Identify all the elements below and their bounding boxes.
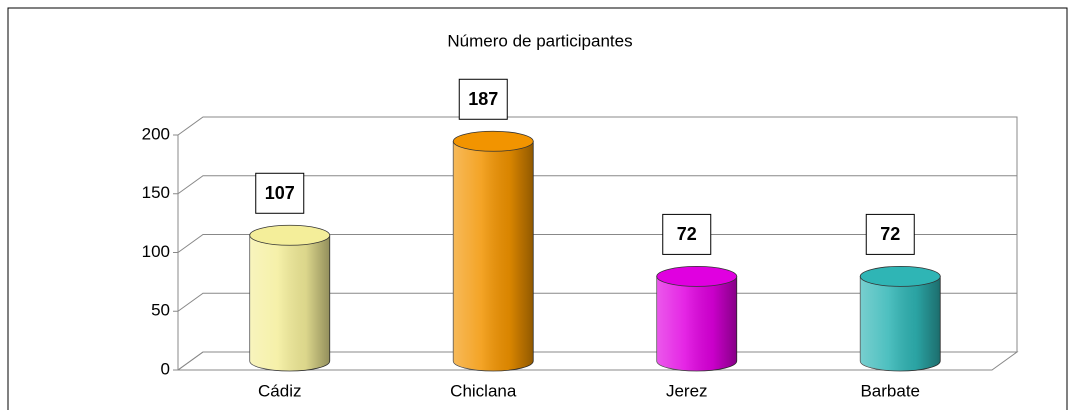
x-tick-label: Jerez — [666, 381, 708, 400]
value-label: 107 — [265, 183, 295, 203]
x-tick-label: Barbate — [860, 381, 920, 400]
bar-shade — [249, 235, 330, 372]
value-label-box — [458, 78, 508, 120]
y-tick-label: 200 — [142, 124, 170, 143]
cylinder — [859, 265, 941, 372]
y-tick-label: 0 — [161, 359, 170, 378]
x-tick-label: Cádiz — [258, 381, 301, 400]
cylinder — [249, 224, 331, 372]
grid-line — [177, 175, 1017, 195]
cylinder — [656, 265, 738, 372]
bar-top — [452, 130, 534, 152]
bar-top — [249, 224, 331, 246]
cylinder — [452, 130, 534, 372]
bar-top — [859, 265, 941, 287]
y-tick-label: 100 — [142, 242, 170, 261]
value-label-box — [255, 172, 305, 214]
bar-shade — [860, 276, 941, 372]
value-label: 72 — [677, 224, 697, 244]
bar-top — [656, 265, 738, 287]
chart-title: Número de participantes — [447, 31, 632, 50]
y-tick-label: 50 — [151, 301, 170, 320]
value-label-box — [662, 213, 712, 255]
y-tick-label: 150 — [142, 183, 170, 202]
x-tick-label: Chiclana — [450, 381, 517, 400]
grid-line — [177, 351, 1017, 371]
bar-shade — [656, 276, 737, 372]
value-label-box — [865, 213, 915, 255]
value-label: 187 — [468, 89, 498, 109]
bar-shade — [453, 141, 534, 372]
value-label: 72 — [880, 224, 900, 244]
grid-line — [177, 116, 1017, 136]
grid-line — [177, 292, 1017, 312]
grid-line — [177, 234, 1017, 253]
